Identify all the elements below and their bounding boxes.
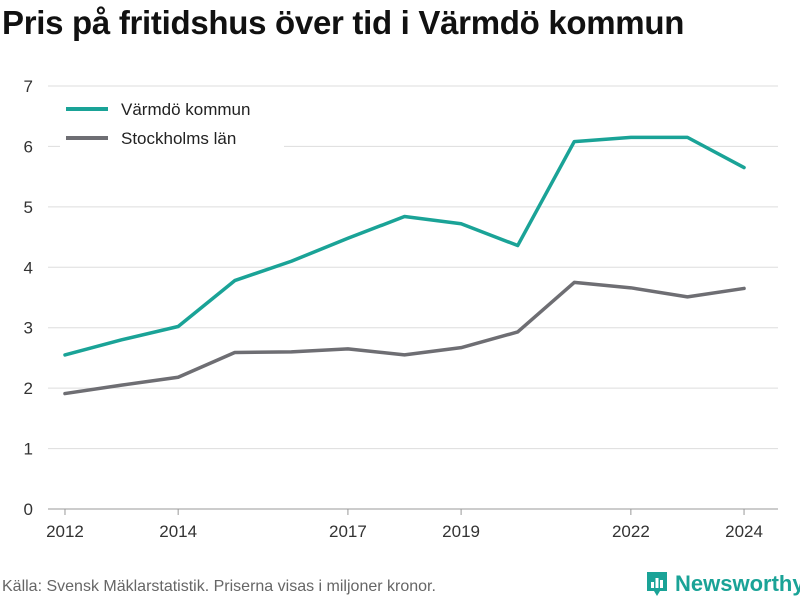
x-tick-label: 2024 <box>725 522 763 541</box>
legend-label: Stockholms län <box>121 129 236 148</box>
series-line-varmdo <box>63 135 746 357</box>
source-note: Källa: Svensk Mäklarstatistik. Priserna … <box>2 578 436 595</box>
chart-title: Pris på fritidshus över tid i Värmdö kom… <box>2 4 685 41</box>
x-tick-label: 2022 <box>612 522 650 541</box>
brand-logo[interactable]: Newsworthy <box>645 570 800 598</box>
brand-name: Newsworthy <box>675 571 800 596</box>
y-tick-label: 4 <box>24 258 33 277</box>
axes: 0 1 2 3 4 5 6 7 2012 2014 2017 2019 2022 2024 <box>24 77 763 541</box>
x-tick-label: 2019 <box>442 522 480 541</box>
y-tick-label: 6 <box>24 137 33 156</box>
y-tick-label: 7 <box>24 77 33 96</box>
x-tick-label: 2017 <box>329 522 367 541</box>
bar-chart-speech-icon <box>647 572 667 596</box>
y-tick-label: 5 <box>24 198 33 217</box>
y-tick-label: 3 <box>24 319 33 338</box>
x-tick-label: 2012 <box>46 522 84 541</box>
legend: Värmdö kommun Stockholms län <box>60 92 284 148</box>
legend-label: Värmdö kommun <box>121 100 250 119</box>
series-lines <box>63 135 746 396</box>
series-line-stockholms-lan <box>63 280 746 396</box>
x-tick-label: 2014 <box>159 522 197 541</box>
y-tick-label: 0 <box>24 500 33 519</box>
y-tick-label: 1 <box>24 440 33 459</box>
y-tick-label: 2 <box>24 379 33 398</box>
grid-lines <box>48 85 778 510</box>
